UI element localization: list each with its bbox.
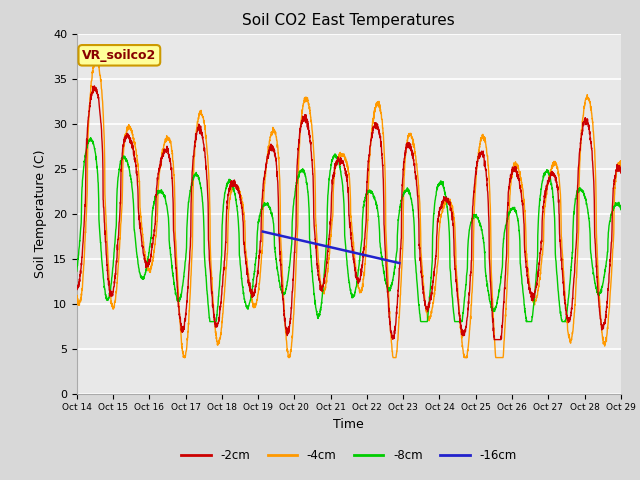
Title: Soil CO2 East Temperatures: Soil CO2 East Temperatures xyxy=(243,13,455,28)
Legend: -2cm, -4cm, -8cm, -16cm: -2cm, -4cm, -8cm, -16cm xyxy=(177,444,521,467)
Text: VR_soilco2: VR_soilco2 xyxy=(82,49,157,62)
Y-axis label: Soil Temperature (C): Soil Temperature (C) xyxy=(35,149,47,278)
X-axis label: Time: Time xyxy=(333,418,364,431)
